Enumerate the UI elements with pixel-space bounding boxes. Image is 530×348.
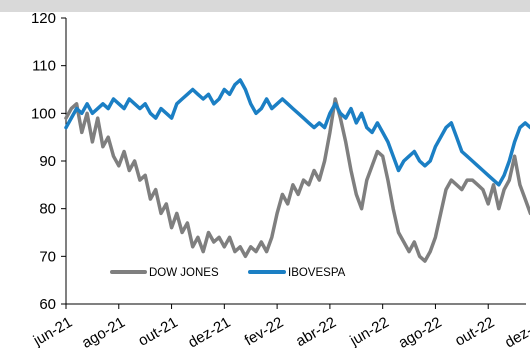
x-tick-label: ago-22	[396, 314, 445, 348]
y-tick-label: 70	[39, 248, 56, 265]
x-axis: jun-21 ago-21 out-21 dez-21 fev-22 abr-22 jun-…	[30, 303, 530, 348]
x-tick-label: dez-21	[185, 314, 233, 348]
legend: DOW JONES IBOVESPA	[110, 267, 346, 279]
x-tick-label: dez-22	[502, 314, 530, 348]
top-strip	[0, 0, 530, 12]
y-tick-label: 120	[31, 10, 56, 27]
y-axis: 60 70 80 90 100 110 120	[31, 10, 67, 313]
x-tick-label: fev-22	[242, 314, 287, 348]
legend-label: DOW JONES	[149, 267, 219, 279]
x-tick-label: jun-22	[346, 314, 391, 348]
y-tick-label: 100	[31, 105, 56, 122]
series-layer	[64, 78, 530, 263]
series-line-ibovespa	[64, 78, 530, 187]
x-tick-label: out-21	[135, 314, 180, 348]
series-line-dow-jones	[64, 97, 530, 263]
x-tick-label: abr-22	[293, 314, 339, 348]
y-tick-label: 60	[39, 296, 56, 313]
legend-label: IBOVESPA	[288, 267, 346, 279]
y-tick-label: 80	[39, 201, 56, 218]
x-tick-label: jun-21	[30, 314, 75, 348]
x-tick-label: out-22	[452, 314, 497, 348]
x-tick-label: ago-21	[79, 314, 128, 348]
y-tick-label: 90	[39, 153, 56, 170]
y-tick-label: 110	[32, 58, 56, 75]
